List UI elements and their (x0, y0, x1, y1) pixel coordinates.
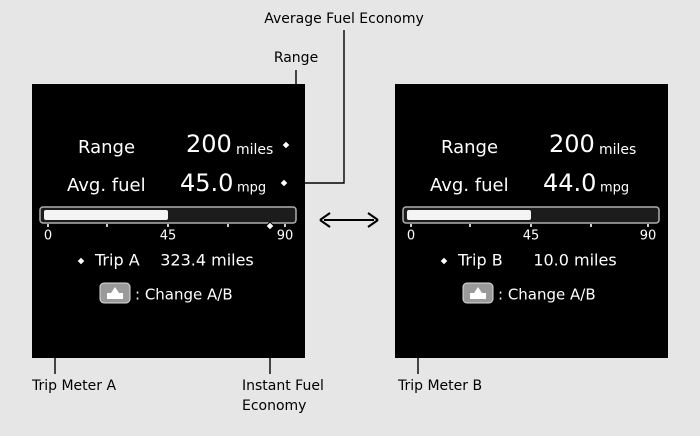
avg-fuel-value: 45.0 (180, 169, 233, 197)
gauge-tick (284, 224, 286, 227)
gauge-tick-label: 90 (277, 229, 294, 244)
button-icon-arrow (107, 287, 123, 299)
callout-label: Range (274, 50, 318, 66)
button-icon-arrow (470, 287, 486, 299)
callout-lines (54, 30, 449, 374)
callout-label: Trip Meter B (397, 378, 482, 394)
gauge-tick-label: 0 (44, 229, 52, 244)
gauge-tick (410, 224, 412, 227)
callout-label: Instant Fuel (242, 378, 324, 394)
change-label: : Change A/B (135, 286, 233, 304)
range-unit: miles (599, 142, 636, 158)
range-value: 200 (549, 130, 595, 158)
callout-label: Trip Meter A (31, 378, 116, 394)
callout-label: Average Fuel Economy (264, 11, 424, 27)
range-value: 200 (186, 130, 232, 158)
switch-arrow (319, 212, 379, 228)
gauge-fill (407, 210, 531, 220)
trip-value: 10.0 miles (533, 251, 616, 270)
gauge-tick-label: 45 (523, 229, 540, 244)
trip-label: Trip B (457, 251, 503, 270)
change-label: : Change A/B (498, 286, 596, 304)
gauge-tick-label: 0 (407, 229, 415, 244)
avg-fuel-value: 44.0 (543, 169, 596, 197)
avg-fuel-label: Avg. fuel (67, 175, 146, 196)
gauge-tick (590, 224, 592, 227)
range-label: Range (441, 137, 498, 158)
gauge-tick (47, 224, 49, 227)
avg-fuel-label: Avg. fuel (430, 175, 509, 196)
gauge-tick (227, 224, 229, 227)
callout-label: Economy (242, 398, 306, 414)
gauge-fill (44, 210, 168, 220)
trip-value: 323.4 miles (160, 251, 254, 270)
gauge-tick (167, 224, 169, 227)
range-label: Range (78, 137, 135, 158)
gauge-tick-label: 45 (160, 229, 177, 244)
trip-label: Trip A (94, 251, 140, 270)
gauge-tick (469, 224, 471, 227)
gauge-tick (106, 224, 108, 227)
gauge-tick (530, 224, 532, 227)
gauge-tick (647, 224, 649, 227)
gauge-tick-label: 90 (640, 229, 657, 244)
avg-fuel-unit: mpg (600, 181, 629, 196)
range-unit: miles (236, 142, 273, 158)
avg-fuel-unit: mpg (237, 181, 266, 196)
